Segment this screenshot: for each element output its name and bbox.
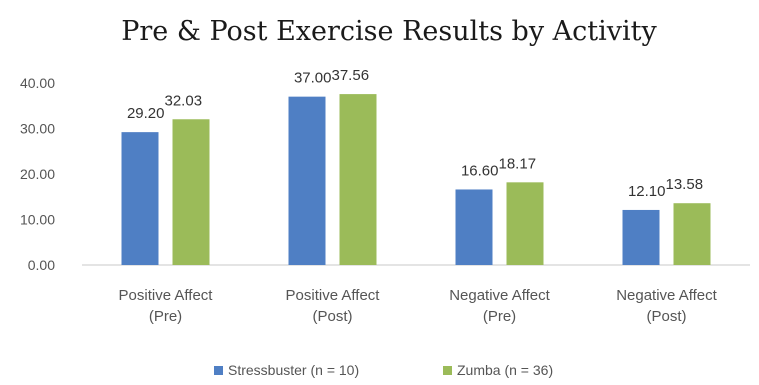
category-label: (Pre) (483, 308, 516, 325)
category-label: Positive Affect (119, 287, 214, 304)
category-label: Negative Affect (616, 287, 717, 304)
legend-swatch (214, 366, 223, 375)
bar-zumba (673, 203, 711, 265)
y-tick-label: 0.00 (28, 257, 55, 273)
bar-stressbuster (121, 132, 159, 265)
data-label: 13.58 (666, 176, 704, 193)
data-label: 37.00 (294, 70, 332, 87)
data-label: 16.60 (461, 162, 499, 179)
y-tick-label: 30.00 (20, 121, 55, 137)
category-label: Negative Affect (449, 287, 550, 304)
y-axis: 0.00 10.00 20.00 30.00 40.00 (20, 75, 55, 273)
bar-zumba (172, 119, 210, 266)
bars (121, 94, 711, 266)
bar-stressbuster (288, 96, 326, 266)
data-label: 18.17 (499, 155, 537, 172)
bar-stressbuster (622, 209, 660, 265)
data-label: 32.03 (165, 92, 203, 109)
data-label: 12.10 (628, 183, 666, 200)
data-label: 37.56 (332, 67, 370, 84)
y-tick-label: 10.00 (20, 212, 55, 228)
data-label: 29.20 (127, 105, 165, 122)
category-label: (Post) (312, 308, 352, 325)
y-tick-label: 40.00 (20, 75, 55, 91)
category-label: Positive Affect (286, 287, 381, 304)
bar-zumba (506, 182, 544, 265)
chart-title: Pre & Post Exercise Results by Activity (121, 16, 657, 47)
y-tick-label: 20.00 (20, 166, 55, 182)
bar-stressbuster (455, 189, 493, 265)
legend-label: Stressbuster (n = 10) (228, 362, 359, 378)
bar-zumba (339, 94, 377, 266)
legend-label: Zumba (n = 36) (457, 362, 553, 378)
category-label: (Post) (646, 308, 686, 325)
legend: Stressbuster (n = 10) Zumba (n = 36) (214, 362, 553, 378)
legend-swatch (443, 366, 452, 375)
category-label: (Pre) (149, 308, 182, 325)
x-axis-categories: Positive Affect (Pre) Positive Affect (Post… (119, 287, 718, 325)
